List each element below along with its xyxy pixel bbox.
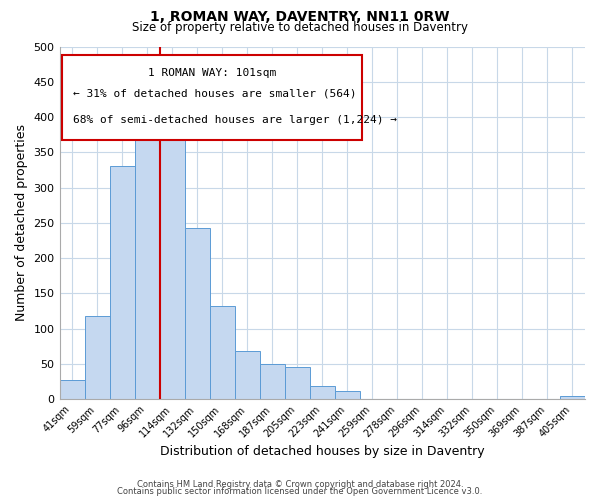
Bar: [335, 390, 360, 399]
Y-axis label: Number of detached properties: Number of detached properties: [15, 124, 28, 322]
Bar: [310, 386, 335, 399]
Text: Contains HM Land Registry data © Crown copyright and database right 2024.: Contains HM Land Registry data © Crown c…: [137, 480, 463, 489]
Text: ← 31% of detached houses are smaller (564): ← 31% of detached houses are smaller (56…: [73, 89, 356, 99]
Bar: [560, 396, 585, 399]
Bar: [285, 366, 310, 399]
Text: Contains public sector information licensed under the Open Government Licence v3: Contains public sector information licen…: [118, 488, 482, 496]
Bar: [260, 364, 285, 399]
Bar: [85, 316, 110, 399]
X-axis label: Distribution of detached houses by size in Daventry: Distribution of detached houses by size …: [160, 444, 485, 458]
Bar: [134, 124, 160, 399]
Bar: [235, 351, 260, 399]
Text: 1, ROMAN WAY, DAVENTRY, NN11 0RW: 1, ROMAN WAY, DAVENTRY, NN11 0RW: [150, 10, 450, 24]
Text: 1 ROMAN WAY: 101sqm: 1 ROMAN WAY: 101sqm: [148, 68, 276, 78]
Text: 68% of semi-detached houses are larger (1,224) →: 68% of semi-detached houses are larger (…: [73, 116, 397, 126]
Bar: [209, 306, 235, 399]
Bar: [59, 380, 85, 399]
Bar: [185, 228, 209, 399]
FancyBboxPatch shape: [62, 56, 362, 140]
Bar: [160, 134, 185, 399]
Text: Size of property relative to detached houses in Daventry: Size of property relative to detached ho…: [132, 21, 468, 34]
Bar: [110, 166, 134, 399]
